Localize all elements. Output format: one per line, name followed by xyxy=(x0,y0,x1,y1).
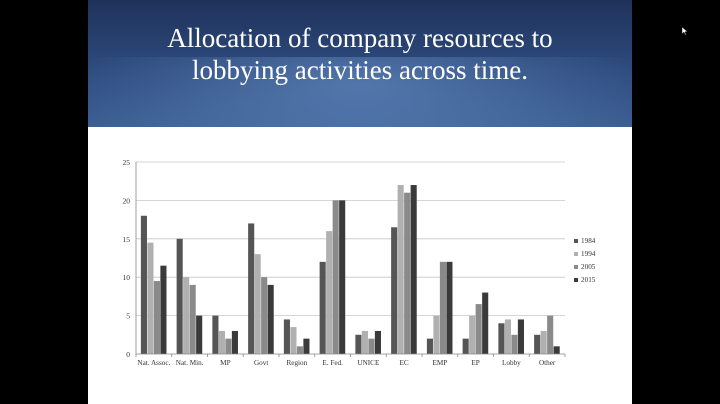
bar-1984 xyxy=(498,323,505,354)
y-tick-label: 15 xyxy=(123,235,131,244)
gridlines xyxy=(136,161,565,317)
y-tick-labels: 0 5 10 15 20 25 xyxy=(123,158,131,359)
bar-2015 xyxy=(231,330,238,354)
bar-1984 xyxy=(283,319,290,354)
slide-title: Allocation of company resources to lobby… xyxy=(88,22,632,86)
bar-1984 xyxy=(176,238,183,354)
bar-2015 xyxy=(303,338,310,354)
bars xyxy=(140,185,560,354)
bar-2015 xyxy=(446,261,453,354)
title-line-2: lobbying activities across time. xyxy=(192,55,528,85)
x-tick-label: EMP xyxy=(432,359,447,367)
x-tick-label: MP xyxy=(220,359,230,367)
bar-1984 xyxy=(212,315,219,354)
legend-swatch xyxy=(574,252,578,256)
x-tick-label: Nat. Assoc. xyxy=(137,359,170,367)
bar-1994 xyxy=(254,254,261,354)
bar-2015 xyxy=(267,284,274,354)
slide: Allocation of company resources to lobby… xyxy=(88,0,632,404)
x-tick-label: UNICE xyxy=(357,359,380,367)
bar-2015 xyxy=(517,319,524,354)
title-line-1: Allocation of company resources to xyxy=(167,23,553,53)
x-tick-labels: Nat. Assoc. Nat. Min. MP Govt Region E. Fed. U… xyxy=(137,359,556,367)
bar-1994 xyxy=(540,330,547,354)
legend-label: 2015 xyxy=(581,276,596,284)
bar-1994 xyxy=(326,231,333,354)
bar-2005 xyxy=(404,192,411,354)
bar-1994 xyxy=(218,330,225,354)
x-tick-label: Lobby xyxy=(502,359,521,367)
bar-2005 xyxy=(511,334,518,354)
bar-1984 xyxy=(355,334,362,354)
bar-1984 xyxy=(391,227,398,354)
bar-1984 xyxy=(426,338,433,354)
x-tick-label: EC xyxy=(400,359,409,367)
x-tick-label: Region xyxy=(286,359,307,367)
bar-2005 xyxy=(261,277,268,354)
bar-1994 xyxy=(433,315,440,354)
legend-swatch xyxy=(574,278,578,282)
bar-1984 xyxy=(534,334,541,354)
bar-2005 xyxy=(368,338,375,354)
bar-1994 xyxy=(469,315,476,354)
y-tick-label: 0 xyxy=(126,350,130,359)
x-tick-label: Other xyxy=(539,359,556,367)
legend-swatch xyxy=(574,239,578,243)
bar-1994 xyxy=(290,327,297,354)
bar-1984 xyxy=(248,223,255,354)
bar-1984 xyxy=(462,338,469,354)
y-tick-label: 25 xyxy=(123,158,131,167)
bar-2015 xyxy=(482,292,489,354)
bar-2015 xyxy=(553,346,560,354)
bar-1994 xyxy=(361,330,368,354)
legend-swatch xyxy=(574,265,578,269)
y-tick-label: 20 xyxy=(123,196,131,205)
slide-header: Allocation of company resources to lobby… xyxy=(88,0,632,127)
x-tick-label: Nat. Min. xyxy=(176,359,204,367)
y-tick-label: 5 xyxy=(126,312,130,321)
x-tick-label: Govt xyxy=(254,359,268,367)
bar-1994 xyxy=(397,185,404,354)
mouse-cursor-icon xyxy=(682,27,688,35)
bar-1994 xyxy=(183,277,190,354)
x-tick-label: E. Fed. xyxy=(322,359,343,367)
axes xyxy=(135,162,566,357)
bar-1994 xyxy=(147,242,154,354)
legend-label: 2005 xyxy=(581,263,596,271)
legend-label: 1994 xyxy=(581,250,596,258)
x-tick-label: EP xyxy=(471,359,479,367)
legend-label: 1984 xyxy=(581,237,596,245)
y-tick-label: 10 xyxy=(123,273,131,282)
bar-2005 xyxy=(439,261,446,354)
legend: 1984 1994 2005 2015 xyxy=(574,237,596,284)
bar-1984 xyxy=(319,261,326,354)
bar-2005 xyxy=(547,315,554,354)
bar-2005 xyxy=(189,284,196,354)
bar-2015 xyxy=(339,200,346,354)
bar-2015 xyxy=(374,330,381,354)
bar-1984 xyxy=(140,215,147,354)
bar-2005 xyxy=(296,346,303,354)
bar-2005 xyxy=(475,304,482,354)
bar-2015 xyxy=(160,265,167,354)
bar-2015 xyxy=(196,315,203,354)
bar-2005 xyxy=(153,281,160,354)
bar-2005 xyxy=(332,200,339,354)
bar-1994 xyxy=(504,319,511,354)
bar-2005 xyxy=(225,338,232,354)
bar-2015 xyxy=(410,185,417,354)
